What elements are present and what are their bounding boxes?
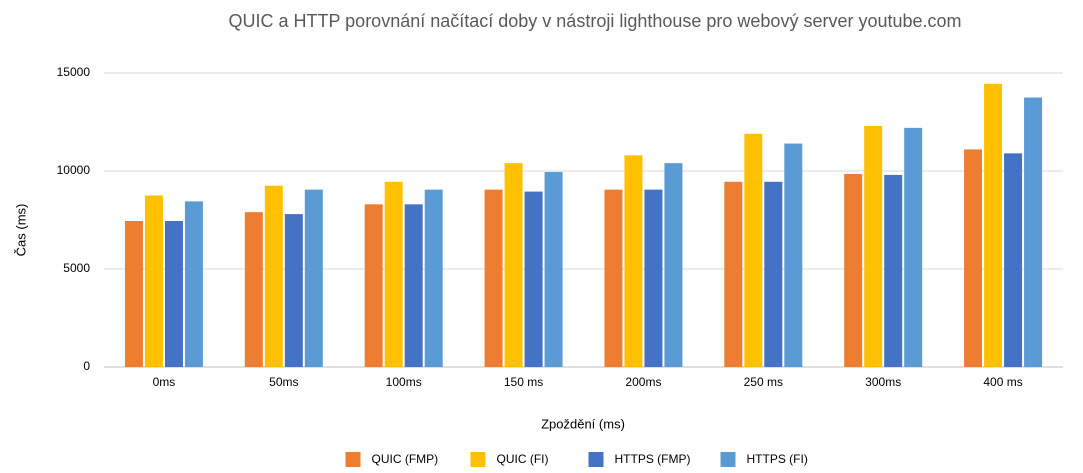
bar — [164, 220, 183, 367]
legend-label: QUIC (FMP) — [372, 452, 439, 466]
bar — [544, 171, 563, 367]
bar — [784, 143, 803, 367]
bar — [264, 185, 283, 367]
legend-label: HTTPS (FI) — [747, 452, 808, 466]
bar — [844, 173, 863, 367]
bar — [964, 149, 983, 367]
bar — [664, 163, 683, 367]
bar — [984, 83, 1003, 367]
y-tick-label: 0 — [83, 359, 90, 373]
bar — [764, 181, 783, 367]
legend-swatch — [470, 452, 486, 467]
bar — [384, 181, 403, 367]
y-tick-label: 5000 — [63, 261, 90, 275]
x-tick-label: 300ms — [865, 375, 901, 389]
bar — [284, 214, 303, 367]
bar — [364, 204, 383, 367]
bar — [184, 201, 203, 367]
chart-title: QUIC a HTTP porovnání načítací doby v ná… — [228, 11, 961, 31]
x-tick-label: 0ms — [153, 375, 176, 389]
bar — [644, 189, 663, 367]
x-tick-label: 200ms — [625, 375, 661, 389]
bar — [124, 220, 143, 367]
bar — [524, 191, 543, 367]
bar — [904, 127, 923, 367]
legend-label: HTTPS (FMP) — [615, 452, 691, 466]
bar — [1024, 97, 1043, 367]
legend-swatch — [588, 452, 604, 467]
bar — [304, 189, 323, 367]
bar — [484, 189, 503, 367]
bar — [624, 155, 643, 367]
legend-label: QUIC (FI) — [497, 452, 549, 466]
bar — [604, 189, 623, 367]
bar — [404, 204, 423, 367]
x-tick-label: 250 ms — [744, 375, 783, 389]
bar — [724, 181, 743, 367]
bar — [144, 195, 163, 367]
legend-swatch — [720, 452, 736, 467]
bar — [884, 174, 903, 367]
x-axis-label: Zpoždění (ms) — [541, 416, 625, 431]
bar — [744, 133, 763, 367]
y-tick-label: 10000 — [57, 163, 91, 177]
bar — [424, 189, 443, 367]
bar — [1004, 153, 1023, 367]
bar — [504, 163, 523, 367]
x-tick-label: 100ms — [386, 375, 422, 389]
x-tick-label: 400 ms — [983, 375, 1022, 389]
x-tick-label: 150 ms — [504, 375, 543, 389]
bar — [864, 125, 883, 367]
x-tick-label: 50ms — [269, 375, 298, 389]
y-tick-label: 15000 — [57, 65, 91, 79]
bar — [244, 212, 263, 367]
y-axis-label: Čas (ms) — [13, 204, 28, 257]
legend-swatch — [345, 452, 361, 467]
